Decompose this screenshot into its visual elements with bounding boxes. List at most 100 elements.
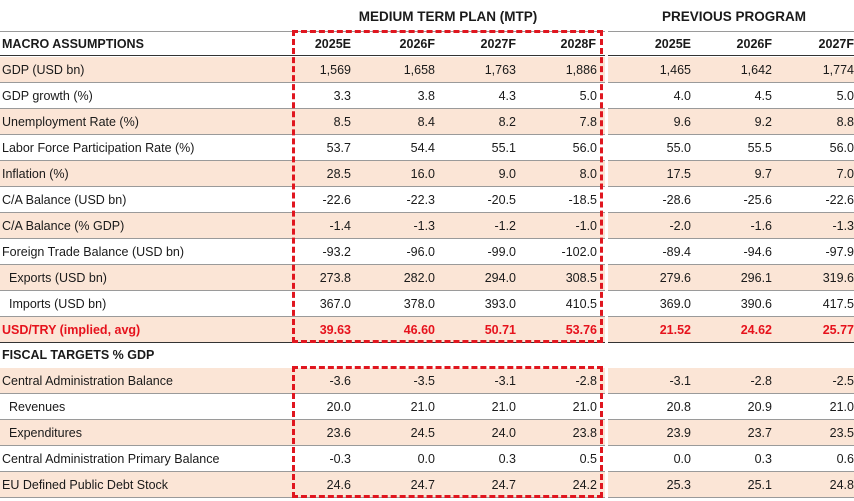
- mtp-value-cell: -102.0: [561, 244, 597, 259]
- mtp-value-cell: 46.60: [403, 322, 435, 337]
- mtp-value-cell: -1.0: [575, 218, 597, 233]
- row-label: Labor Force Participation Rate (%): [2, 140, 195, 155]
- mtp-value-cell: 24.7: [491, 477, 516, 492]
- previous-value-cell: 279.6: [659, 270, 691, 285]
- previous-value-cell: -3.1: [669, 373, 691, 388]
- previous-value-cell: -2.8: [750, 373, 772, 388]
- mtp-value-cell: 20.0: [326, 399, 351, 414]
- table-row: Imports (USD bn) 367.0 378.0 393.0 410.5 369.…: [0, 291, 854, 317]
- table-row: Central Administration Balance -3.6 -3.5 -3…: [0, 368, 854, 394]
- mtp-value-cell: 393.0: [484, 296, 516, 311]
- row-label: GDP growth (%): [2, 88, 93, 103]
- mtp-value-cell: -2.8: [575, 373, 597, 388]
- previous-value-cell: -22.6: [825, 192, 854, 207]
- mtp-value-cell: -22.6: [322, 192, 352, 207]
- fiscal-section-header: FISCAL TARGETS % GDP: [2, 348, 155, 362]
- row-label: Inflation (%): [2, 166, 69, 181]
- fiscal-header-row: FISCAL TARGETS % GDP: [0, 342, 854, 368]
- year-header: 2027F: [818, 36, 854, 51]
- mtp-value-cell: 3.8: [417, 88, 435, 103]
- previous-value-cell: 8.8: [836, 114, 854, 129]
- mtp-value-cell: 21.0: [410, 399, 435, 414]
- mtp-value-cell: 1,763: [484, 62, 516, 77]
- previous-value-cell: 21.52: [659, 322, 691, 337]
- previous-value-cell: 0.6: [836, 451, 854, 466]
- mtp-value-cell: -20.5: [487, 192, 517, 207]
- mtp-value-cell: -22.3: [406, 192, 436, 207]
- previous-value-cell: 17.5: [666, 166, 691, 181]
- macro-section-header: MACRO ASSUMPTIONS: [2, 36, 144, 51]
- row-label: Revenues: [9, 399, 66, 414]
- year-header: 2026F: [736, 36, 772, 51]
- previous-value-cell: 21.0: [829, 399, 854, 414]
- previous-value-cell: 55.5: [747, 140, 772, 155]
- mtp-value-cell: 294.0: [484, 270, 516, 285]
- mtp-value-cell: 23.8: [572, 425, 597, 440]
- group-header-row: MEDIUM TERM PLAN (MTP) PREVIOUS PROGRAM: [0, 0, 854, 32]
- table-row: Foreign Trade Balance (USD bn) -93.2 -96.0…: [0, 239, 854, 265]
- mtp-value-cell: 24.0: [491, 425, 516, 440]
- table-row: Central Administration Primary Balance -0…: [0, 446, 854, 472]
- previous-program-group-title: PREVIOUS PROGRAM: [661, 8, 807, 24]
- previous-value-cell: 369.0: [659, 296, 691, 311]
- mtp-value-cell: 39.63: [319, 322, 351, 337]
- mtp-value-cell: 0.5: [579, 451, 597, 466]
- row-label: Central Administration Balance: [2, 373, 173, 388]
- previous-value-cell: 417.5: [822, 296, 854, 311]
- table-row: Labor Force Participation Rate (%) 53.7 54…: [0, 135, 854, 161]
- previous-value-cell: 7.0: [836, 166, 854, 181]
- table-row: GDP growth (%) 3.3 3.8 4.3 5.0 4.0 4.5 5.0: [0, 83, 854, 109]
- mtp-value-cell: 53.7: [326, 140, 351, 155]
- row-label: EU Defined Public Debt Stock: [2, 477, 169, 492]
- row-label: USD/TRY (implied, avg): [2, 322, 141, 337]
- mtp-value-cell: 273.8: [319, 270, 351, 285]
- mtp-value-cell: 308.5: [565, 270, 597, 285]
- mtp-value-cell: 55.1: [491, 140, 516, 155]
- table-row: EU Defined Public Debt Stock 24.6 24.7 24.7…: [0, 472, 854, 498]
- mtp-value-cell: -93.2: [322, 244, 352, 259]
- year-header: 2026F: [399, 36, 435, 51]
- mtp-value-cell: -3.6: [329, 373, 351, 388]
- mtp-value-cell: 21.0: [572, 399, 597, 414]
- mtp-value-cell: 21.0: [491, 399, 516, 414]
- previous-value-cell: 23.5: [829, 425, 854, 440]
- table-row: Expenditures 23.6 24.5 24.0 23.8 23.9 23.7 23.5: [0, 420, 854, 446]
- table-row: C/A Balance (USD bn) -22.6 -22.3 -20.5 -18.5…: [0, 187, 854, 213]
- previous-value-cell: -28.6: [662, 192, 692, 207]
- previous-value-cell: 25.1: [747, 477, 772, 492]
- mtp-value-cell: 24.6: [326, 477, 351, 492]
- macro-header-row: MACRO ASSUMPTIONS 2025E 2026F 2027F 2028…: [0, 32, 854, 56]
- year-header: 2025E: [314, 36, 351, 51]
- previous-value-cell: 9.7: [754, 166, 772, 181]
- table-row: Inflation (%) 28.5 16.0 9.0 8.0 17.5 9.7 7.0: [0, 161, 854, 187]
- mtp-value-cell: 410.5: [565, 296, 597, 311]
- mtp-value-cell: -1.4: [329, 218, 351, 233]
- mtp-value-cell: 24.2: [572, 477, 597, 492]
- mtp-value-cell: 56.0: [572, 140, 597, 155]
- previous-value-cell: -97.9: [825, 244, 854, 259]
- previous-value-cell: -94.6: [743, 244, 773, 259]
- group-separator: [605, 0, 608, 501]
- previous-value-cell: 9.6: [673, 114, 691, 129]
- row-label: Exports (USD bn): [9, 270, 107, 285]
- previous-value-cell: 1,465: [659, 62, 691, 77]
- previous-value-cell: 20.9: [747, 399, 772, 414]
- previous-value-cell: 319.6: [822, 270, 854, 285]
- previous-value-cell: 4.0: [673, 88, 691, 103]
- mtp-value-cell: 16.0: [410, 166, 435, 181]
- mtp-value-cell: -99.0: [487, 244, 517, 259]
- mtp-value-cell: 367.0: [319, 296, 351, 311]
- previous-value-cell: 390.6: [740, 296, 772, 311]
- previous-value-cell: 23.9: [666, 425, 691, 440]
- row-label: Expenditures: [9, 425, 82, 440]
- table-row: Unemployment Rate (%) 8.5 8.4 8.2 7.8 9.6 9.2 8…: [0, 109, 854, 135]
- mtp-value-cell: -3.5: [413, 373, 435, 388]
- mtp-value-cell: 378.0: [403, 296, 435, 311]
- mtp-value-cell: 1,658: [403, 62, 435, 77]
- mtp-value-cell: 1,569: [319, 62, 351, 77]
- mtp-value-cell: 8.4: [417, 114, 435, 129]
- mtp-value-cell: 54.4: [410, 140, 435, 155]
- previous-value-cell: 0.0: [673, 451, 691, 466]
- mtp-value-cell: 50.71: [484, 322, 516, 337]
- table-row: USD/TRY (implied, avg) 39.63 46.60 50.71 53.…: [0, 317, 854, 343]
